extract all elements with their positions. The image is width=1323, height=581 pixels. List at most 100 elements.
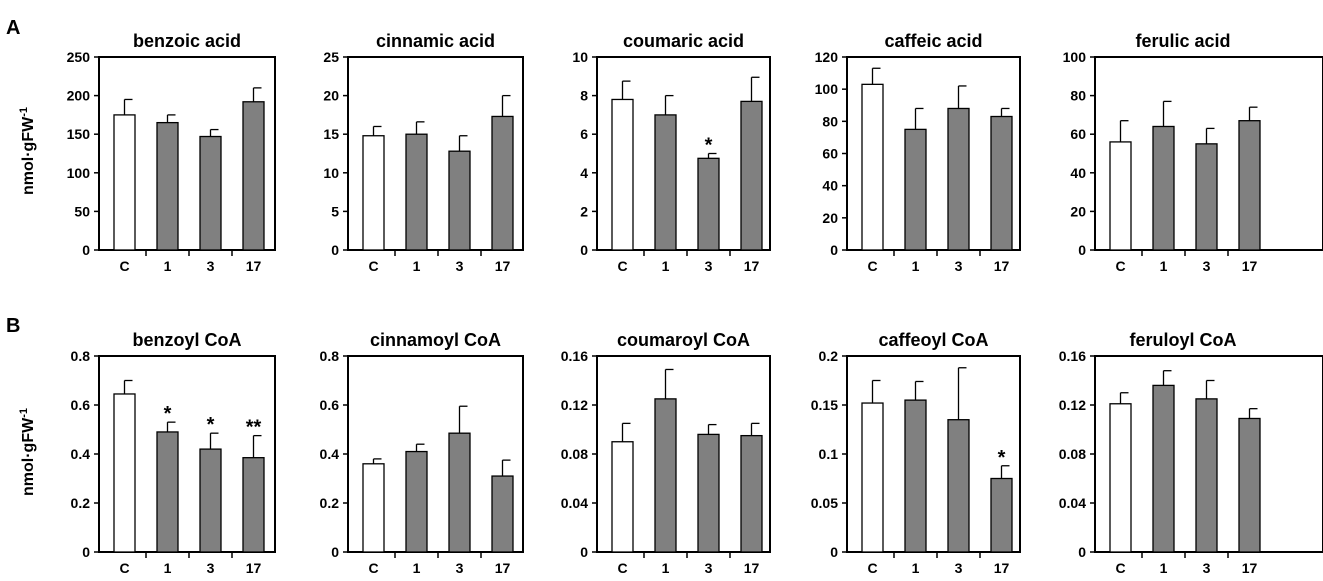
- bar-2-17: [740, 100, 763, 251]
- y-axis-label-a-text: nmol·gFW: [20, 116, 37, 195]
- bar-8-17: [990, 477, 1013, 553]
- bar-7-17: [740, 434, 763, 553]
- y-tick-label-6-1: 0.2: [320, 495, 340, 511]
- y-tick-label-1-3: 15: [323, 126, 339, 142]
- bar-1-17: [491, 115, 514, 251]
- bar-1-3: [448, 150, 471, 251]
- significance-5-1: *: [164, 403, 172, 425]
- x-tick-label-0-17: 17: [246, 258, 262, 274]
- x-tick-label-1-3: 3: [456, 258, 464, 274]
- y-tick-label-7-1: 0.04: [561, 495, 588, 511]
- y-axis-label-a-sup: -1: [18, 107, 30, 117]
- y-tick-label-2-4: 8: [580, 88, 588, 104]
- x-tick-label-7-1: 1: [662, 560, 670, 576]
- y-tick-label-5-1: 0.2: [71, 495, 91, 511]
- y-tick-label-1-4: 20: [323, 88, 339, 104]
- bar-2-C: [611, 98, 634, 251]
- bar-9-1: [1152, 384, 1175, 553]
- chart-5: benzoyl CoA 0 0.2 0.4 0.6 0.8 C * 1 * 3 ** 17: [71, 330, 276, 576]
- y-tick-label-6-4: 0.8: [320, 348, 340, 364]
- y-tick-label-7-0: 0: [580, 544, 588, 560]
- x-tick-label-7-3: 3: [705, 560, 713, 576]
- bar-6-C: [362, 463, 385, 553]
- y-tick-label-8-1: 0.05: [811, 495, 838, 511]
- y-axis-label-b-sup: -1: [18, 408, 30, 418]
- bar-5-C: [113, 393, 136, 553]
- x-tick-label-2-1: 1: [662, 258, 670, 274]
- y-tick-label-2-2: 4: [580, 165, 588, 181]
- x-tick-label-8-C: C: [867, 560, 877, 576]
- x-tick-label-8-3: 3: [955, 560, 963, 576]
- bar-4-1: [1152, 125, 1175, 251]
- x-tick-label-3-3: 3: [955, 258, 963, 274]
- bar-9-3: [1195, 398, 1218, 553]
- x-tick-label-2-3: 3: [705, 258, 713, 274]
- y-tick-label-4-1: 20: [1070, 203, 1086, 219]
- y-axis-label-b-text: nmol·gFW: [20, 417, 37, 496]
- x-tick-label-1-C: C: [368, 258, 378, 274]
- bar-6-17: [491, 475, 514, 553]
- x-tick-label-6-3: 3: [456, 560, 464, 576]
- y-tick-label-0-0: 0: [82, 242, 90, 258]
- y-tick-label-3-5: 100: [815, 81, 839, 97]
- y-tick-label-3-1: 20: [822, 210, 838, 226]
- bar-7-1: [654, 398, 677, 553]
- y-tick-label-4-4: 80: [1070, 88, 1086, 104]
- chart-9: feruloyl CoA 0 0.04 0.08 0.12 0.16 C 1 3 17: [1059, 330, 1323, 576]
- bar-3-17: [990, 115, 1013, 251]
- x-tick-label-6-17: 17: [495, 560, 511, 576]
- chart-title-4: ferulic acid: [1135, 31, 1230, 51]
- x-tick-label-9-3: 3: [1203, 560, 1211, 576]
- bar-4-3: [1195, 143, 1218, 251]
- y-tick-label-8-4: 0.2: [819, 348, 839, 364]
- x-tick-label-4-C: C: [1115, 258, 1125, 274]
- chart-7: coumaroyl CoA 0 0.04 0.08 0.12 0.16 C 1 3 17: [561, 330, 771, 576]
- bar-1-1: [405, 133, 428, 251]
- significance-8-17: *: [998, 447, 1006, 469]
- x-tick-label-1-17: 17: [495, 258, 511, 274]
- bar-0-C: [113, 114, 136, 251]
- bar-3-3: [947, 107, 970, 251]
- x-tick-label-3-C: C: [867, 258, 877, 274]
- y-tick-label-5-0: 0: [82, 544, 90, 560]
- bar-9-C: [1109, 403, 1132, 553]
- y-tick-label-3-0: 0: [830, 242, 838, 258]
- x-tick-label-2-17: 17: [744, 258, 760, 274]
- y-tick-label-9-0: 0: [1078, 544, 1086, 560]
- x-tick-label-9-C: C: [1115, 560, 1125, 576]
- x-tick-label-6-1: 1: [413, 560, 421, 576]
- y-tick-label-0-1: 50: [74, 203, 90, 219]
- y-tick-label-1-0: 0: [331, 242, 339, 258]
- bar-4-C: [1109, 141, 1132, 251]
- bar-4-17: [1238, 120, 1261, 251]
- y-tick-label-2-0: 0: [580, 242, 588, 258]
- chart-title-6: cinnamoyl CoA: [370, 330, 501, 350]
- y-tick-label-3-3: 60: [822, 146, 838, 162]
- x-tick-label-4-1: 1: [1160, 258, 1168, 274]
- chart-1: cinnamic acid 0 5 10 15 20 25 C 1 3 17: [323, 31, 524, 274]
- chart-title-0: benzoic acid: [133, 31, 241, 51]
- x-tick-label-3-1: 1: [912, 258, 920, 274]
- bar-5-1: [156, 431, 179, 553]
- x-tick-label-0-1: 1: [164, 258, 172, 274]
- bar-3-1: [904, 128, 927, 251]
- y-tick-label-0-2: 100: [67, 165, 91, 181]
- y-tick-label-2-5: 10: [572, 49, 588, 65]
- y-tick-label-5-4: 0.8: [71, 348, 91, 364]
- panel-letter-b: B: [6, 315, 20, 337]
- x-tick-label-3-17: 17: [994, 258, 1010, 274]
- y-tick-label-4-0: 0: [1078, 242, 1086, 258]
- y-tick-label-7-3: 0.12: [561, 397, 588, 413]
- chart-title-1: cinnamic acid: [376, 31, 495, 51]
- bar-0-17: [242, 101, 265, 251]
- x-tick-label-5-17: 17: [246, 560, 262, 576]
- x-tick-label-6-C: C: [368, 560, 378, 576]
- bar-6-1: [405, 450, 428, 553]
- x-tick-label-2-C: C: [617, 258, 627, 274]
- y-tick-label-0-3: 150: [67, 126, 91, 142]
- chart-title-8: caffeoyl CoA: [878, 330, 988, 350]
- x-tick-label-1-1: 1: [413, 258, 421, 274]
- y-tick-label-4-3: 60: [1070, 126, 1086, 142]
- y-tick-label-3-2: 40: [822, 178, 838, 194]
- y-axis-label-a: nmol·gFW-1: [18, 107, 37, 195]
